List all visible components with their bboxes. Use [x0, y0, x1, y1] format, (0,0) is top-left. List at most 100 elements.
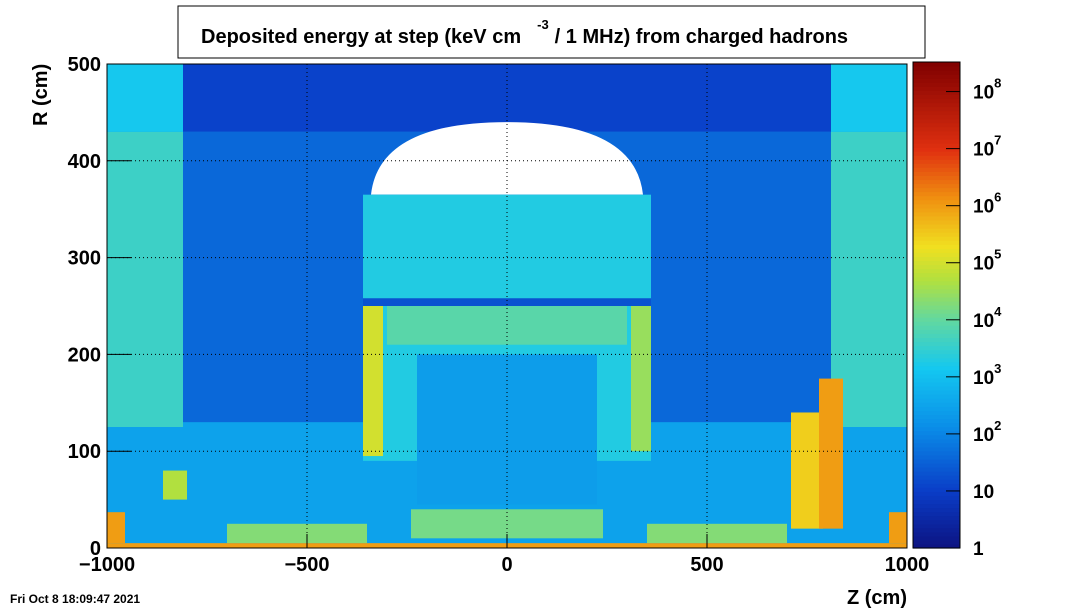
x-axis-label: Z (cm): [847, 587, 907, 609]
y-tick-label: 300: [68, 248, 101, 270]
colorbar-step: [913, 329, 960, 334]
y-tick-label: 100: [68, 441, 101, 463]
colorbar-step: [913, 507, 960, 513]
heatmap-cell: [107, 64, 183, 132]
colorbar-step: [913, 106, 960, 112]
x-tick-label: −500: [284, 554, 329, 576]
colorbar-step: [913, 62, 960, 67]
colorbar-step: [913, 454, 960, 460]
colorbar-tick-exponent: 3: [994, 361, 1001, 376]
colorbar-step: [913, 475, 960, 480]
colorbar-step: [913, 373, 960, 379]
colorbar-step: [913, 430, 960, 436]
colorbar-step: [913, 357, 960, 363]
colorbar-step: [913, 236, 960, 241]
heatmap-cell: [107, 512, 125, 544]
colorbar-step: [913, 446, 960, 452]
colorbar-step: [913, 511, 960, 517]
colorbar-step: [913, 515, 960, 521]
colorbar-step: [913, 74, 960, 79]
colorbar-step: [913, 438, 960, 444]
colorbar-tick-exponent: 5: [994, 247, 1001, 262]
x-tick-label: −1000: [79, 554, 135, 576]
colorbar-tick-label: 102: [973, 418, 1001, 446]
colorbar-step: [913, 151, 960, 156]
y-tick-label: 400: [68, 151, 101, 173]
colorbar-step: [913, 519, 960, 525]
colorbar-step: [913, 313, 960, 318]
colorbar-step: [913, 361, 960, 367]
colorbar-tick-base: 10: [973, 425, 994, 446]
colorbar-step: [913, 90, 960, 95]
colorbar-step: [913, 539, 960, 545]
colorbar-tick-exponent: 8: [994, 76, 1001, 91]
colorbar-step: [913, 390, 960, 395]
colorbar-tick-base: 10: [973, 140, 994, 161]
colorbar-step: [913, 171, 960, 176]
colorbar-step: [913, 450, 960, 456]
colorbar-step: [913, 114, 960, 120]
colorbar-step: [913, 179, 960, 185]
colorbar-step: [913, 381, 960, 387]
title-end: / 1 MHz) from charged hadrons: [555, 26, 848, 48]
colorbar-tick-label: 105: [973, 247, 1001, 275]
colorbar-step: [913, 260, 960, 266]
colorbar-step: [913, 300, 960, 306]
colorbar-step: [913, 495, 960, 500]
colorbar-step: [913, 442, 960, 448]
colorbar-step: [913, 284, 960, 290]
colorbar-step: [913, 248, 960, 253]
x-tick-label: 1000: [885, 554, 930, 576]
colorbar-step: [913, 244, 960, 249]
colorbar-step: [913, 195, 960, 201]
colorbar-tick-label: 10: [973, 482, 994, 503]
colorbar-tick-label: 107: [973, 133, 1001, 161]
heatmap-cell: [183, 64, 831, 132]
x-tick-label: 500: [690, 554, 723, 576]
title-box: [177, 5, 926, 59]
heatmap-cell: [647, 523, 787, 544]
colorbar-step: [913, 118, 960, 124]
colorbar-step: [913, 215, 960, 221]
colorbar-step: [913, 203, 960, 209]
colorbar-step: [913, 126, 960, 132]
colorbar-tick-label: 1: [973, 539, 984, 560]
timestamp: Fri Oct 8 18:09:47 2021: [10, 592, 140, 606]
colorbar-step: [913, 175, 960, 181]
heatmap-cell: [107, 131, 183, 427]
colorbar-step: [913, 232, 960, 237]
colorbar-step: [913, 110, 960, 116]
colorbar-tick-base: 1: [973, 539, 984, 560]
x-tick-label: 0: [501, 554, 512, 576]
colorbar-step: [913, 130, 960, 136]
colorbar-step: [913, 523, 960, 529]
colorbar-step: [913, 280, 960, 286]
colorbar-step: [913, 102, 960, 108]
colorbar-step: [913, 228, 960, 233]
title-text: Deposited energy at step (keV cm: [201, 26, 521, 48]
colorbar-tick-base: 10: [973, 83, 994, 104]
colorbar-step: [913, 147, 960, 152]
colorbar-step: [913, 422, 960, 428]
colorbar-step: [913, 211, 960, 217]
colorbar-tick-label: 108: [973, 76, 1001, 104]
colorbar-step: [913, 134, 960, 140]
colorbar-tick-label: 103: [973, 361, 1001, 389]
colorbar-step: [913, 349, 960, 355]
colorbar-step: [913, 138, 960, 144]
colorbar-step: [913, 288, 960, 294]
heatmap-cell: [363, 306, 383, 457]
heatmap-cell: [889, 512, 907, 544]
colorbar-step: [913, 163, 960, 168]
y-tick-label: 0: [90, 538, 101, 560]
colorbar-tick-base: 10: [973, 368, 994, 389]
colorbar-step: [913, 256, 960, 262]
colorbar-step: [913, 377, 960, 383]
title-superscript: -3: [537, 17, 549, 32]
colorbar-step: [913, 426, 960, 432]
colorbar-step: [913, 458, 960, 464]
colorbar-step: [913, 240, 960, 245]
colorbar-step: [913, 333, 960, 338]
colorbar-step: [913, 268, 960, 274]
colorbar-step: [913, 272, 960, 278]
